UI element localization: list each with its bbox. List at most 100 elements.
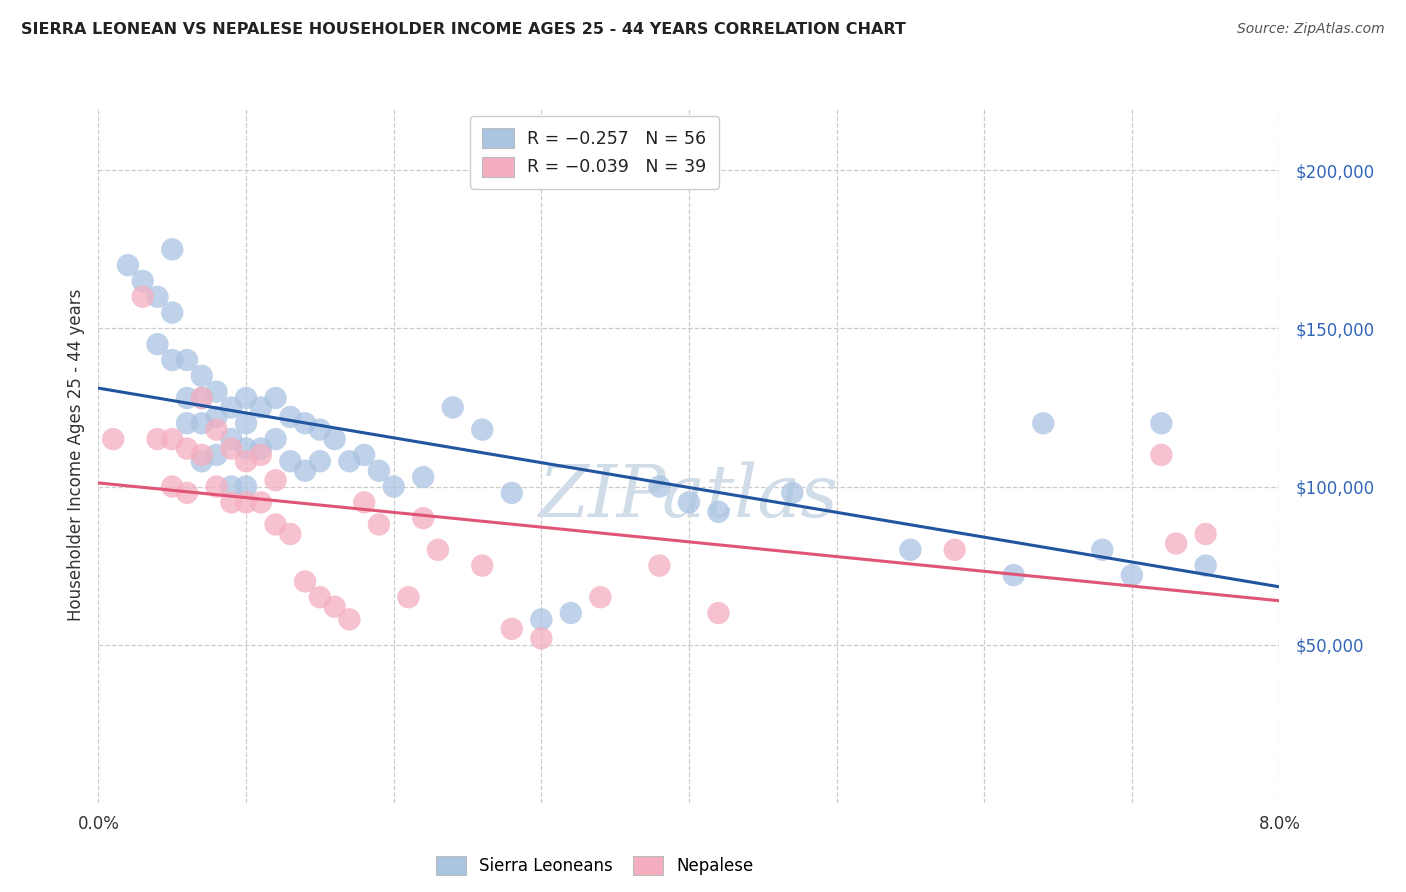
Point	[264, 432, 287, 446]
Point	[278, 527, 301, 541]
Legend: Sierra Leoneans, Nepalese: Sierra Leoneans, Nepalese	[426, 846, 763, 885]
Point	[353, 495, 375, 509]
Point	[264, 391, 287, 405]
Point	[426, 542, 449, 557]
Point	[648, 479, 671, 493]
Point	[264, 517, 287, 532]
Point	[191, 454, 214, 468]
Point	[353, 448, 375, 462]
Point	[191, 391, 214, 405]
Point	[1194, 527, 1216, 541]
Point	[1091, 542, 1114, 557]
Point	[707, 606, 730, 620]
Point	[412, 470, 434, 484]
Point	[1121, 568, 1143, 582]
Point	[235, 417, 257, 431]
Point	[250, 448, 273, 462]
Text: SIERRA LEONEAN VS NEPALESE HOUSEHOLDER INCOME AGES 25 - 44 YEARS CORRELATION CHA: SIERRA LEONEAN VS NEPALESE HOUSEHOLDER I…	[21, 22, 905, 37]
Point	[117, 258, 139, 272]
Point	[678, 495, 700, 509]
Point	[382, 479, 405, 493]
Point	[191, 448, 214, 462]
Point	[501, 622, 523, 636]
Point	[191, 391, 214, 405]
Point	[396, 591, 419, 605]
Point	[146, 432, 169, 446]
Y-axis label: Householder Income Ages 25 - 44 years: Householder Income Ages 25 - 44 years	[66, 289, 84, 621]
Point	[176, 391, 198, 405]
Point	[235, 391, 257, 405]
Point	[337, 612, 360, 626]
Point	[530, 632, 553, 646]
Point	[219, 432, 242, 446]
Point	[132, 274, 155, 288]
Point	[471, 558, 494, 573]
Point	[589, 591, 612, 605]
Point	[441, 401, 464, 415]
Point	[367, 517, 389, 532]
Point	[308, 454, 332, 468]
Point	[205, 384, 228, 399]
Point	[162, 432, 183, 446]
Point	[205, 409, 228, 424]
Point	[898, 542, 921, 557]
Point	[530, 612, 553, 626]
Point	[235, 479, 257, 493]
Point	[176, 353, 198, 368]
Point	[219, 495, 242, 509]
Point	[235, 454, 257, 468]
Point	[250, 442, 273, 456]
Point	[146, 337, 169, 351]
Point	[1164, 536, 1187, 550]
Point	[162, 305, 183, 319]
Point	[323, 599, 346, 614]
Point	[250, 401, 273, 415]
Point	[501, 486, 523, 500]
Point	[278, 454, 301, 468]
Point	[219, 401, 242, 415]
Point	[294, 574, 316, 589]
Point	[205, 479, 228, 493]
Point	[264, 473, 287, 487]
Point	[412, 511, 434, 525]
Point	[707, 505, 730, 519]
Point	[103, 432, 124, 446]
Point	[205, 423, 228, 437]
Point	[162, 479, 183, 493]
Point	[1150, 448, 1173, 462]
Point	[337, 454, 360, 468]
Point	[308, 423, 332, 437]
Point	[308, 591, 332, 605]
Point	[323, 432, 346, 446]
Point	[205, 448, 228, 462]
Text: Source: ZipAtlas.com: Source: ZipAtlas.com	[1237, 22, 1385, 37]
Point	[235, 442, 257, 456]
Point	[294, 417, 316, 431]
Point	[235, 495, 257, 509]
Point	[1194, 558, 1216, 573]
Text: ZIPatlas: ZIPatlas	[538, 461, 839, 532]
Point	[782, 486, 804, 500]
Point	[176, 417, 198, 431]
Point	[250, 495, 273, 509]
Point	[176, 486, 198, 500]
Point	[560, 606, 582, 620]
Point	[146, 290, 169, 304]
Point	[162, 353, 183, 368]
Point	[162, 243, 183, 257]
Point	[367, 464, 389, 478]
Point	[132, 290, 155, 304]
Point	[278, 409, 301, 424]
Point	[943, 542, 966, 557]
Point	[648, 558, 671, 573]
Point	[471, 423, 494, 437]
Point	[191, 368, 214, 383]
Point	[1032, 417, 1054, 431]
Point	[1150, 417, 1173, 431]
Point	[219, 479, 242, 493]
Point	[294, 464, 316, 478]
Point	[1002, 568, 1025, 582]
Point	[219, 442, 242, 456]
Point	[176, 442, 198, 456]
Point	[191, 417, 214, 431]
